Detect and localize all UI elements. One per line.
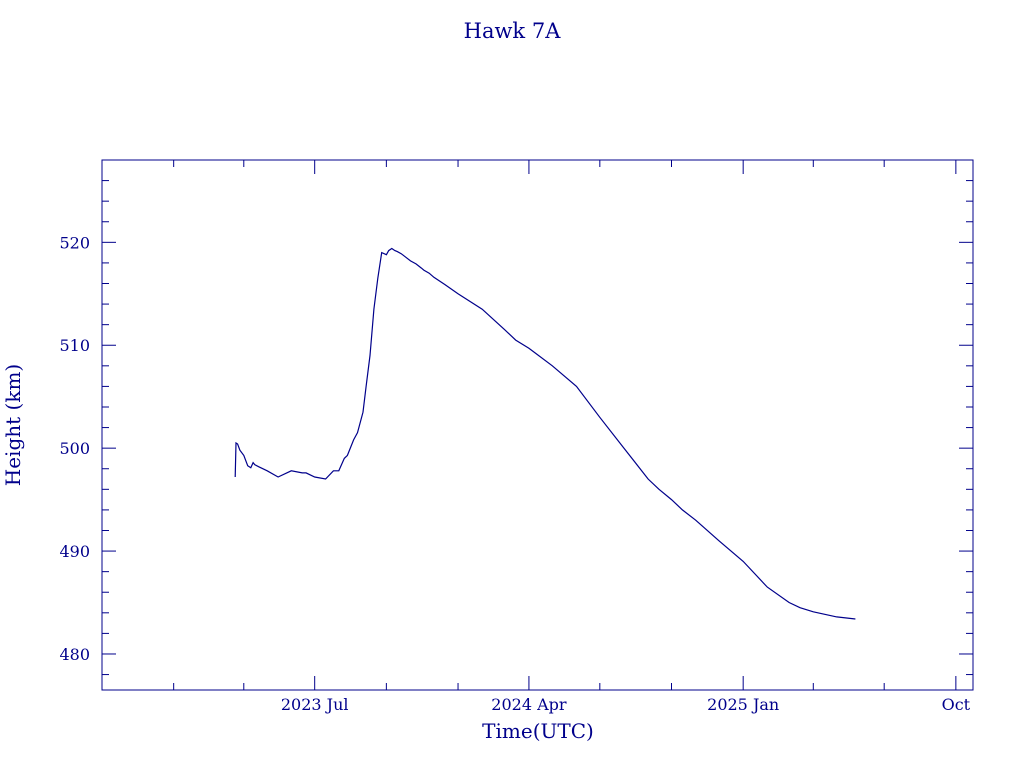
x-tick-label: 2023 Jul — [281, 695, 349, 714]
axis-ticks — [101, 159, 973, 690]
x-tick-label: Oct — [942, 695, 971, 714]
y-axis-label: Height (km) — [1, 364, 25, 486]
plot-frame — [101, 159, 974, 691]
y-tick-labels: 480 490 500 510 520 — [59, 233, 90, 664]
x-tick-labels: 2023 Jul 2024 Apr 2025 Jan Oct — [281, 695, 971, 714]
y-tick-label: 510 — [59, 336, 90, 355]
y-tick-label: 520 — [59, 233, 90, 252]
y-tick-label: 490 — [59, 542, 90, 561]
x-tick-label: 2025 Jan — [707, 695, 779, 714]
y-tick-label: 480 — [59, 645, 90, 664]
chart-title: Hawk 7A — [464, 19, 562, 43]
y-tick-label: 500 — [59, 439, 90, 458]
height-series-line — [234, 247, 856, 620]
x-tick-label: 2024 Apr — [491, 695, 567, 714]
x-axis-label: Time(UTC) — [482, 719, 594, 743]
